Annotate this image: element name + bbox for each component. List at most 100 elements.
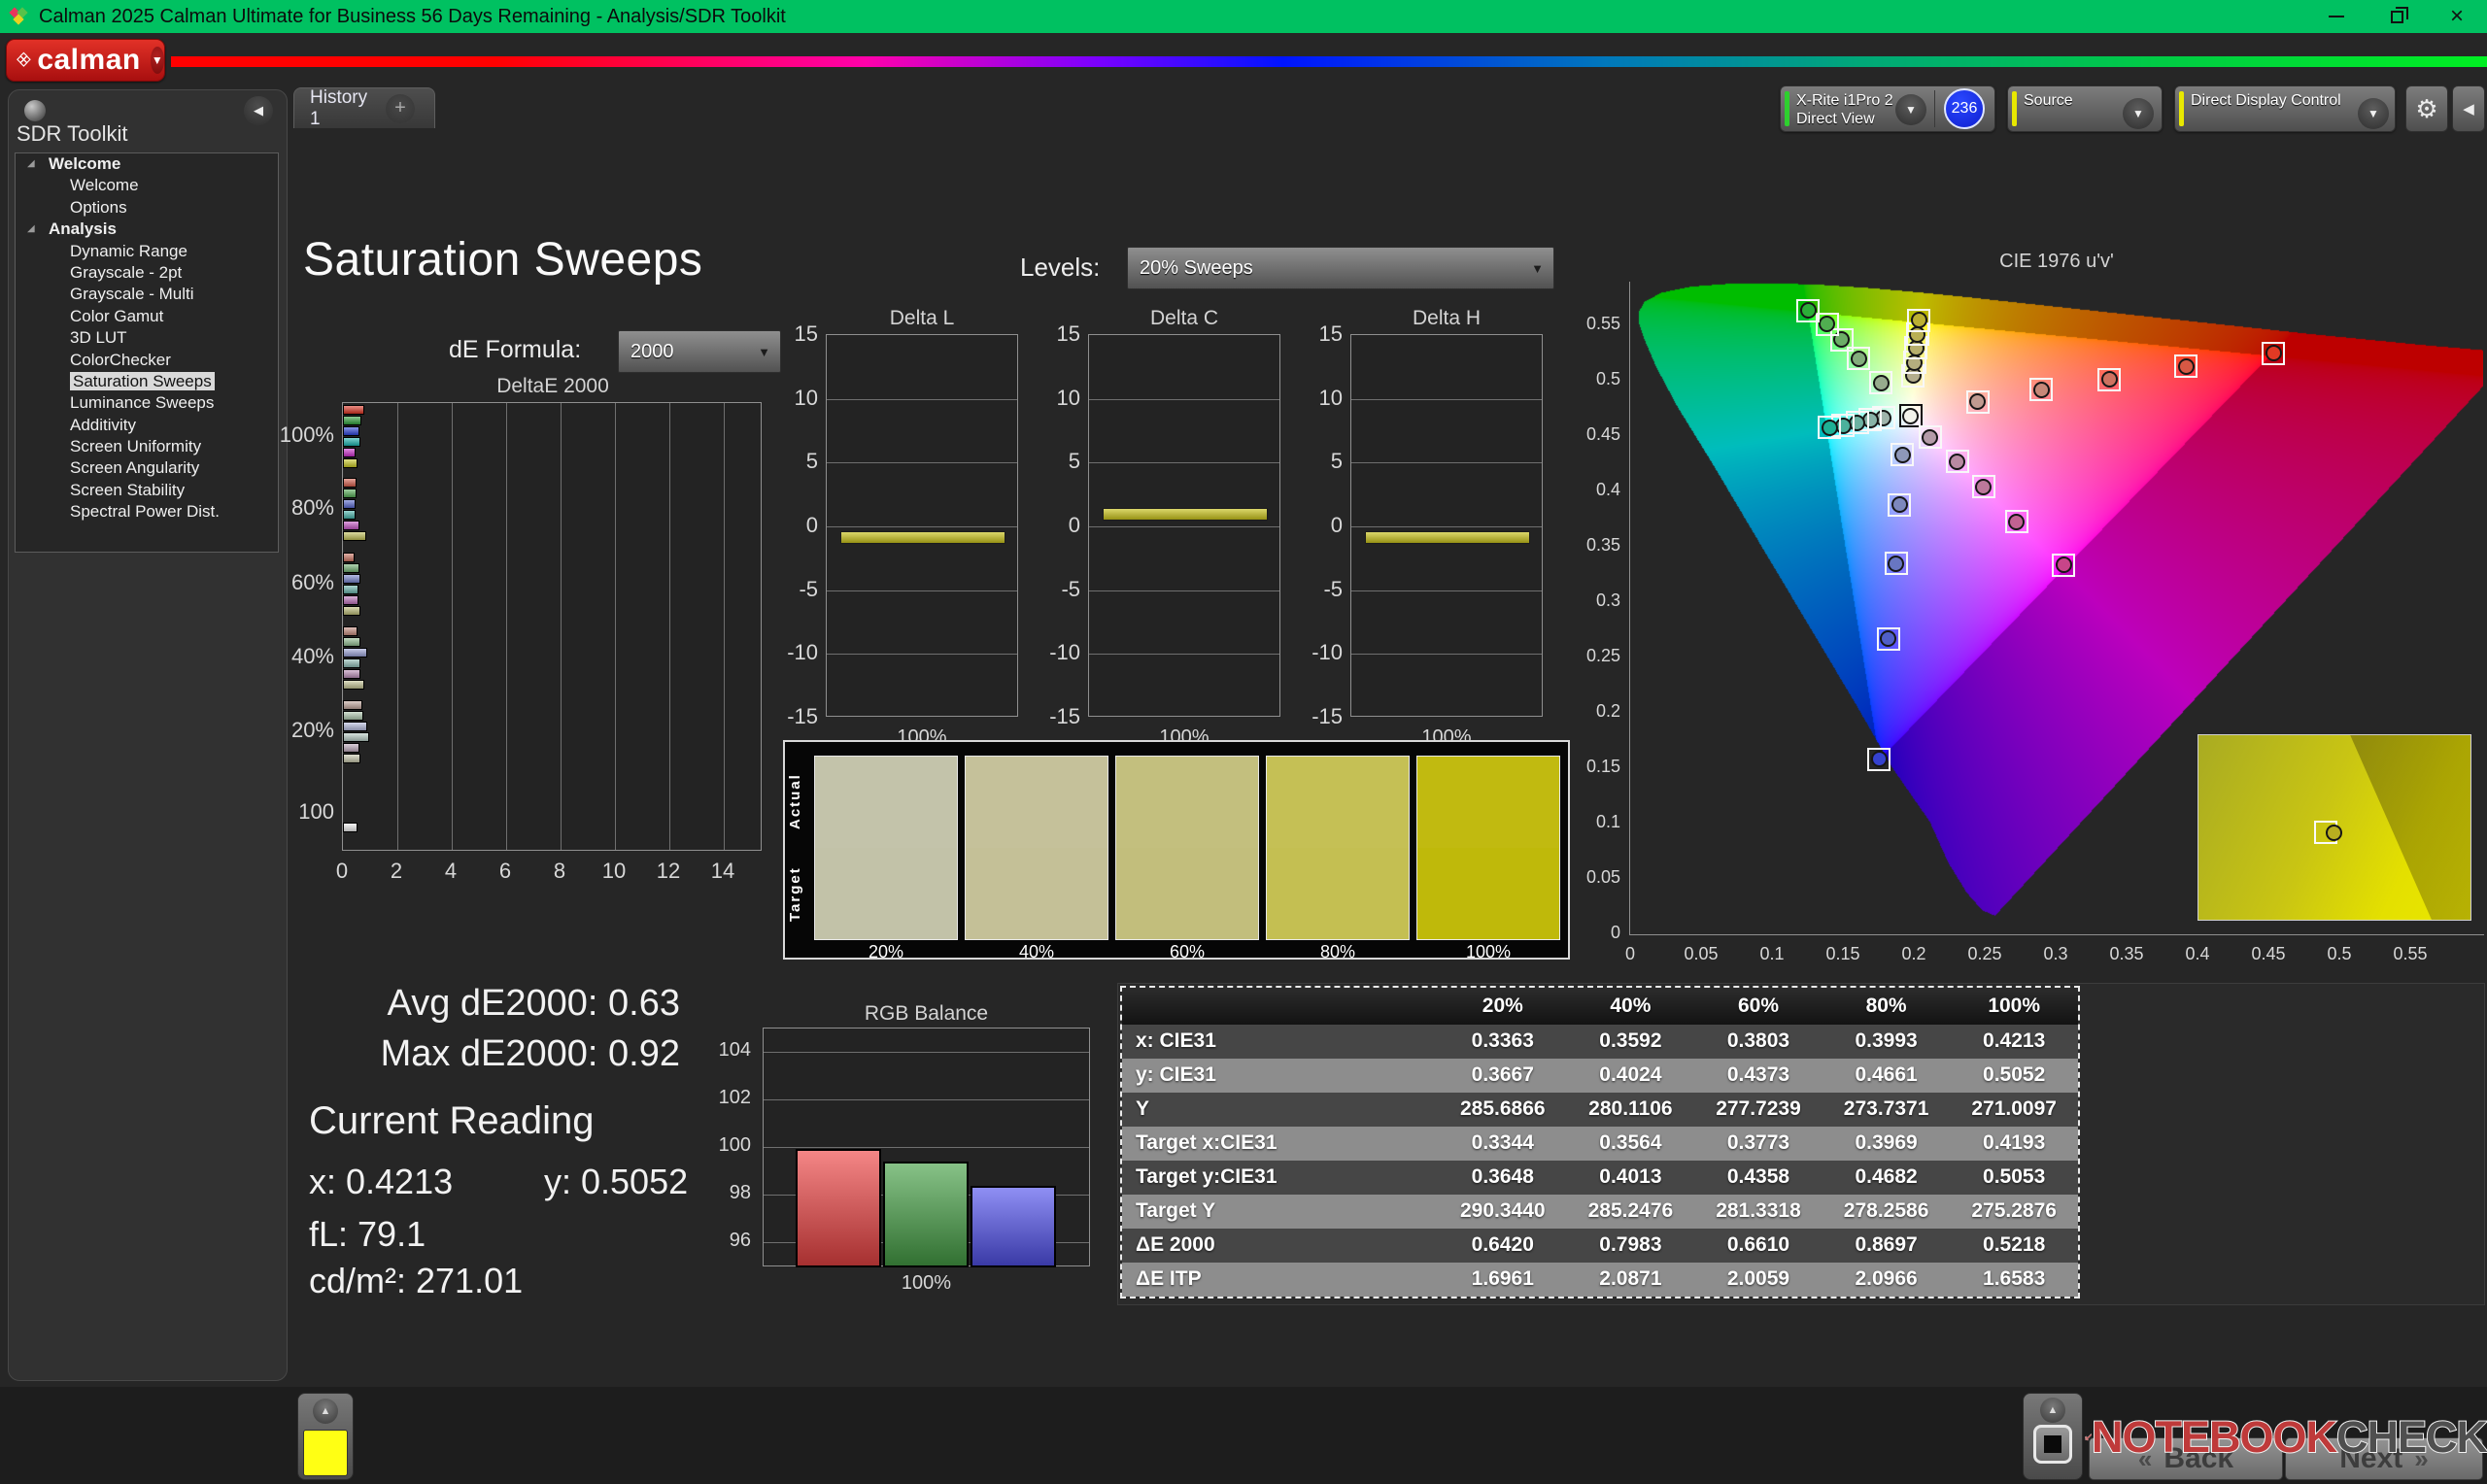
chevron-down-icon: ▼ <box>2123 98 2154 129</box>
stop-pattern-button[interactable] <box>2033 1425 2072 1464</box>
back-button[interactable]: « Back <box>2089 1437 2283 1480</box>
table-cell: 0.3667 <box>1439 1063 1567 1087</box>
cie-y-tick: 0.5 <box>1564 369 1620 389</box>
sidebar-item-screen-stability[interactable]: Screen Stability <box>16 480 278 501</box>
tab-history-1[interactable]: History 1 + <box>293 87 435 128</box>
cie-x-tick: 0.55 <box>2381 944 2439 964</box>
page-title: Saturation Sweeps <box>303 233 702 287</box>
restore-button[interactable] <box>2367 0 2427 33</box>
workflow-tree: ◢WelcomeWelcomeOptions◢AnalysisDynamic R… <box>15 152 279 553</box>
settings-button[interactable]: ⚙ <box>2405 85 2448 132</box>
scroll-up-button[interactable]: ▲ <box>313 1399 338 1424</box>
sidebar-item-label: Additivity <box>70 416 136 434</box>
swatch-label: 20% <box>814 942 958 962</box>
levels-label: Levels: <box>1020 253 1100 283</box>
deltae-bar <box>343 680 364 690</box>
sidebar-item-color-gamut[interactable]: Color Gamut <box>16 306 278 327</box>
swatch-actual <box>1417 757 1559 848</box>
deltae-chart-title: DeltaE 2000 <box>343 375 763 398</box>
meter-name: X-Rite i1Pro 2 <box>1796 91 1893 110</box>
calman-menu-button[interactable]: calman ▼ <box>6 39 165 82</box>
sidebar-item-grayscale-multi[interactable]: Grayscale - Multi <box>16 284 278 305</box>
sidebar-item-label: Screen Angularity <box>70 458 199 477</box>
deltae-bar <box>343 458 358 468</box>
deltae-bar <box>343 626 358 636</box>
display-control-dropdown[interactable]: Direct Display Control ▼ <box>2174 85 2396 132</box>
gear-icon: ⚙ <box>2415 94 2437 124</box>
sidebar-item-screen-uniformity[interactable]: Screen Uniformity <box>16 436 278 457</box>
delta-y-tick: -10 <box>1286 640 1343 665</box>
delta-chart-plot <box>1088 334 1280 717</box>
delta-gridline <box>827 399 1017 400</box>
deltae-bar <box>343 405 364 415</box>
cie-x-tick: 0.4 <box>2168 944 2227 964</box>
rgb-bar-red <box>796 1149 881 1267</box>
cie-inset-measured-point <box>2326 825 2342 841</box>
sidebar-item-spectral-power-dist-[interactable]: Spectral Power Dist. <box>16 501 278 523</box>
sidebar-item-grayscale-2pt[interactable]: Grayscale - 2pt <box>16 262 278 284</box>
delta-y-tick: -5 <box>762 577 818 602</box>
next-button[interactable]: Next » <box>2285 1437 2483 1480</box>
sidebar-item-colorchecker[interactable]: ColorChecker <box>16 350 278 371</box>
delta-y-tick: 0 <box>1024 513 1080 538</box>
sidebar-item-options[interactable]: Options <box>16 197 278 219</box>
delta-y-tick: -10 <box>762 640 818 665</box>
current-fl: fL: 79.1 <box>309 1214 426 1255</box>
cie-measured-point <box>2266 345 2282 361</box>
deltae-x-tick: 6 <box>476 859 534 884</box>
current-reading-title: Current Reading <box>309 1099 595 1143</box>
cie-x-tick: 0.25 <box>1956 944 2014 964</box>
current-x: x: 0.4213 <box>309 1162 453 1202</box>
rgb-y-tick: 96 <box>693 1230 751 1252</box>
table-column-header: 40% <box>1567 995 1695 1018</box>
sidebar-item-label: 3D LUT <box>70 328 127 347</box>
sidebar-item-dynamic-range[interactable]: Dynamic Range <box>16 241 278 262</box>
swatch-actual <box>815 757 957 848</box>
close-button[interactable]: × <box>2427 0 2487 33</box>
add-tab-button[interactable]: + <box>386 94 415 123</box>
cie-measured-point <box>1894 447 1911 463</box>
source-dropdown[interactable]: Source ▼ <box>2007 85 2163 132</box>
expander-icon[interactable]: ◢ <box>27 219 35 240</box>
cie-measured-point <box>1975 479 1992 495</box>
sidebar-item-welcome[interactable]: Welcome <box>16 175 278 196</box>
sidebar-collapse-button[interactable]: ◀ <box>244 96 273 125</box>
sidebar-item-saturation-sweeps[interactable]: Saturation Sweeps <box>16 371 278 392</box>
swatch-label: 40% <box>965 942 1108 962</box>
table-cell: 0.3993 <box>1823 1029 1951 1053</box>
delta-chart-title: Delta C <box>1088 307 1280 330</box>
current-cdm2: cd/m²: 271.01 <box>309 1261 523 1301</box>
calman-logo-icon <box>17 46 31 75</box>
sidebar-item-luminance-sweeps[interactable]: Luminance Sweeps <box>16 392 278 414</box>
current-y: y: 0.5052 <box>544 1162 688 1202</box>
expander-icon[interactable]: ◢ <box>27 153 35 175</box>
cie-chart-title: CIE 1976 u'v' <box>1630 251 2483 273</box>
sidebar-item-3d-lut[interactable]: 3D LUT <box>16 327 278 349</box>
cie-y-tick: 0.15 <box>1564 757 1620 777</box>
delta-gridline <box>1351 462 1542 463</box>
meter-dropdown[interactable]: X-Rite i1Pro 2 Direct View ▼ 236 <box>1780 85 1995 132</box>
sidebar-item-additivity[interactable]: Additivity <box>16 415 278 436</box>
swatch-actual <box>966 757 1107 848</box>
sidebar-item-analysis[interactable]: ◢Analysis <box>16 219 278 240</box>
delta-y-tick: 15 <box>762 321 818 347</box>
table-cell: 0.4024 <box>1567 1063 1695 1087</box>
swatch-60% <box>1115 756 1259 940</box>
sidebar-item-screen-angularity[interactable]: Screen Angularity <box>16 457 278 479</box>
table-column-header: 80% <box>1823 995 1951 1018</box>
de-formula-dropdown[interactable]: 2000 ▼ <box>618 330 781 373</box>
pattern-up-button[interactable]: ▲ <box>2040 1398 2065 1423</box>
app-window: Calman 2025 Calman Ultimate for Business… <box>0 0 2487 1484</box>
swatch-actual <box>1116 757 1258 848</box>
cie-y-tick: 0.55 <box>1564 314 1620 334</box>
table-header-row: 20%40%60%80%100% <box>1122 988 2078 1025</box>
sidebar-item-welcome[interactable]: ◢Welcome <box>16 153 278 175</box>
cie-measured-point <box>1873 375 1890 391</box>
minimize-button[interactable] <box>2306 0 2367 33</box>
table-cell: 2.0059 <box>1694 1267 1823 1291</box>
deltae-gridline <box>452 403 453 850</box>
panel-collapse-button[interactable]: ◀ <box>2452 85 2485 132</box>
cie-x-axis <box>1629 934 2484 935</box>
swatch-target <box>966 848 1107 939</box>
levels-dropdown[interactable]: 20% Sweeps ▼ <box>1127 247 1554 289</box>
